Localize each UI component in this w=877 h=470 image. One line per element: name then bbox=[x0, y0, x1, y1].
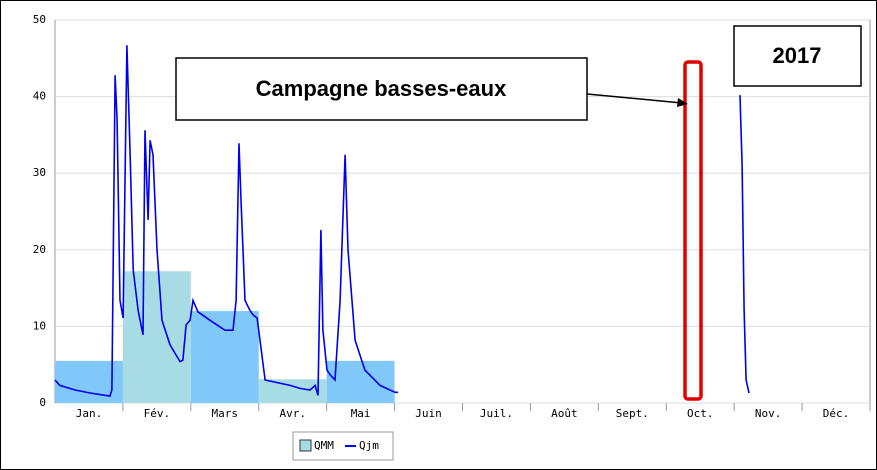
annotation: Campagne basses-eaux bbox=[256, 76, 507, 101]
x-tick-label: Nov. bbox=[755, 407, 782, 420]
x-tick-label: Sept. bbox=[616, 407, 649, 420]
bar bbox=[326, 360, 395, 403]
arrow bbox=[586, 93, 683, 104]
y-tick-label: 40 bbox=[33, 90, 46, 103]
line bbox=[54, 45, 750, 397]
x-tick-label: Déc. bbox=[823, 407, 850, 420]
legend-swatch bbox=[299, 439, 312, 452]
y-tick-label: 0 bbox=[39, 396, 46, 409]
x-tick-label: Juil. bbox=[480, 407, 513, 420]
x-tick-label: Oct. bbox=[687, 407, 714, 420]
bar bbox=[258, 379, 327, 403]
legend-label: QMM bbox=[314, 439, 334, 452]
x-tick-label: Fév. bbox=[144, 407, 171, 420]
annotations: Campagne basses-eaux 2017 bbox=[175, 25, 862, 401]
bar bbox=[190, 311, 259, 403]
y-tick-label: 20 bbox=[33, 243, 46, 256]
annotation-box bbox=[175, 57, 588, 121]
x-tick-label: Mars bbox=[212, 407, 239, 420]
annotation-box bbox=[733, 25, 862, 87]
y-tick-label: 50 bbox=[33, 13, 46, 26]
x-tick-label: Avr. bbox=[279, 407, 306, 420]
legend: QMM Qjm bbox=[292, 431, 394, 461]
legend-label: Qjm bbox=[359, 439, 379, 452]
x-tick-label: Juin bbox=[415, 407, 442, 420]
y-tick-label: 10 bbox=[33, 319, 46, 332]
bar bbox=[122, 271, 191, 403]
x-tick-label: Jan. bbox=[76, 407, 103, 420]
x-tick-label: Mai bbox=[351, 407, 371, 420]
y-tick-label: 30 bbox=[33, 166, 46, 179]
x-tick-label: Août bbox=[551, 407, 578, 420]
annotation: 2017 bbox=[773, 43, 822, 68]
arrow-head bbox=[677, 98, 688, 107]
highlight-box bbox=[683, 60, 703, 401]
